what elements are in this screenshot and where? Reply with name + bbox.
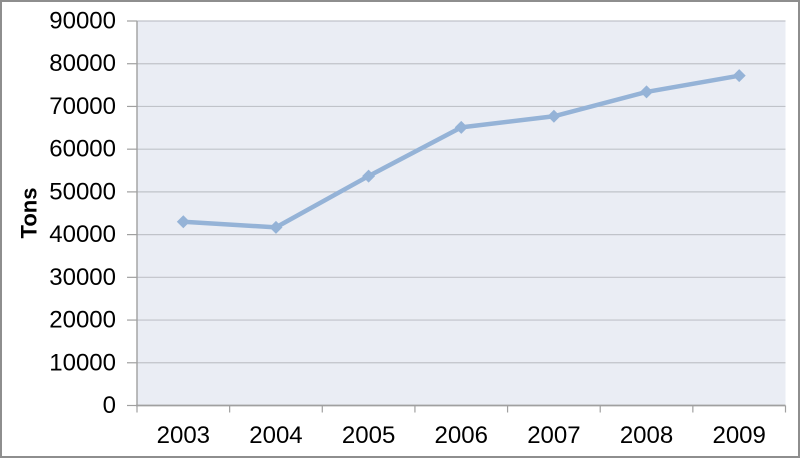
- y-tick-label: 50000: [49, 178, 116, 205]
- data-point-marker: [362, 169, 376, 183]
- data-point-marker: [454, 120, 468, 134]
- y-tick-label: 40000: [49, 221, 116, 248]
- y-tick-label: 10000: [49, 349, 116, 376]
- y-tick-label: 20000: [49, 307, 116, 334]
- data-point-marker: [176, 215, 190, 229]
- y-tick-label: 30000: [49, 264, 116, 291]
- x-tick-label: 2008: [620, 422, 673, 449]
- y-tick-label: 70000: [49, 93, 116, 120]
- plot-layer: 0 10000 20000 30000 40000 50000 60000 70000 8000…: [49, 8, 787, 449]
- y-tick-label: 80000: [49, 50, 116, 77]
- y-tick-label: 60000: [49, 136, 116, 163]
- plot-area: [137, 21, 786, 406]
- x-tick-label: 2006: [435, 422, 488, 449]
- x-tick-label: 2009: [712, 422, 765, 449]
- y-tick-label: 90000: [49, 8, 116, 35]
- data-point-marker: [547, 109, 561, 123]
- x-tick-label: 2007: [527, 422, 580, 449]
- data-point-marker: [732, 69, 746, 83]
- data-point-marker: [640, 85, 654, 99]
- x-tick-label: 2005: [342, 422, 395, 449]
- y-tick-label: 0: [103, 392, 116, 419]
- x-tick-label: 2003: [157, 422, 210, 449]
- y-axis-title: Tons: [17, 188, 42, 239]
- data-point-marker: [269, 220, 283, 234]
- x-tick-label: 2004: [249, 422, 302, 449]
